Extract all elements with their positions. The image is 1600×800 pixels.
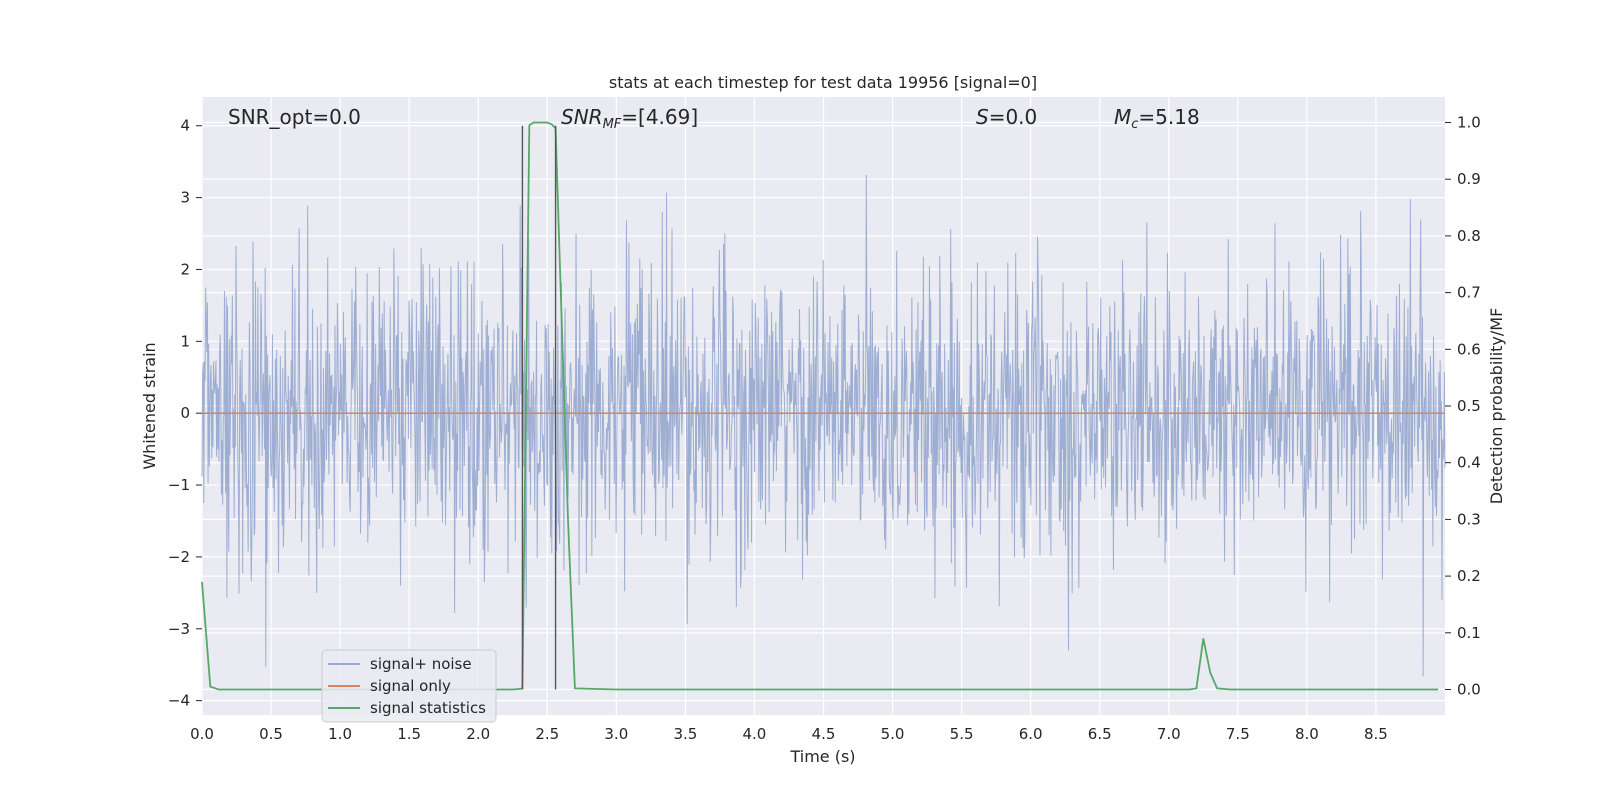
y-right-tick-label: 0.3: [1457, 510, 1481, 528]
x-tick-label: 2.0: [466, 725, 490, 743]
x-tick-label: 2.5: [535, 725, 559, 743]
x-tick-label: 1.0: [328, 725, 352, 743]
legend-box: [321, 649, 497, 723]
noise-series-layer: [201, 175, 1446, 677]
y-right-tick-label: 0.0: [1457, 680, 1481, 698]
x-tick-label: 6.0: [1019, 725, 1043, 743]
legend-label-signal-statistics: signal statistics: [370, 699, 486, 717]
x-tick-label: 5.5: [950, 725, 974, 743]
x-tick-label: 7.0: [1157, 725, 1181, 743]
y-tick-label: 1: [180, 332, 190, 350]
vertical-markers-layer: [521, 125, 557, 690]
y-right-tick-label: 0.6: [1457, 340, 1481, 358]
y-tick-label: 3: [180, 189, 190, 207]
y-tick-label: −2: [168, 548, 190, 566]
y-right-tick-label: 0.1: [1457, 624, 1481, 642]
y-right-tick-label: 0.8: [1457, 227, 1481, 245]
y-tick-label: −3: [168, 620, 190, 638]
annotation-snr-mf: SNRMF=[4.69]: [561, 105, 698, 132]
y-right-tick-label: 0.7: [1457, 284, 1481, 302]
legend: signal+ noise signal only signal statist…: [321, 649, 497, 723]
x-tick-label: 0.0: [190, 725, 214, 743]
x-tick-label: 4.0: [743, 725, 767, 743]
x-tick-label: 7.5: [1226, 725, 1250, 743]
x-axis-label: Time (s): [789, 747, 855, 766]
tick-labels-layer: 0.0 0.5 1.0 1.5 2.0 2.5 3.0 3.5 4.0 4.5 5.0 5.5 6.0 6…: [168, 114, 1481, 743]
x-tick-label: 8.0: [1295, 725, 1319, 743]
annotation-snr-opt: SNR_opt=0.0: [228, 105, 361, 129]
legend-label-signal-only: signal only: [370, 677, 451, 695]
y-tick-label: −1: [168, 476, 190, 494]
chart-title: stats at each timestep for test data 199…: [609, 73, 1037, 92]
legend-label-signal-noise: signal+ noise: [370, 655, 472, 673]
x-tick-label: 8.5: [1364, 725, 1388, 743]
x-tick-label: 5.0: [881, 725, 905, 743]
y-axis-right-label: Detection probability/MF: [1487, 308, 1506, 505]
x-tick-label: 1.5: [397, 725, 421, 743]
y-tick-label: 0: [180, 404, 190, 422]
x-tick-label: 6.5: [1088, 725, 1112, 743]
y-right-tick-label: 0.2: [1457, 567, 1481, 585]
y-axis-label: Whitened strain: [140, 342, 159, 469]
annotation-s: S=0.0: [976, 105, 1037, 129]
y-right-tick-label: 0.9: [1457, 170, 1481, 188]
y-right-tick-label: 0.4: [1457, 454, 1481, 472]
x-tick-label: 3.0: [604, 725, 628, 743]
y-tick-label: −4: [168, 692, 190, 710]
y-tick-label: 4: [180, 117, 190, 135]
x-tick-label: 0.5: [259, 725, 283, 743]
y-right-tick-label: 1.0: [1457, 114, 1481, 132]
y-right-tick-label: 0.5: [1457, 397, 1481, 415]
x-tick-label: 4.5: [812, 725, 836, 743]
x-tick-label: 3.5: [673, 725, 697, 743]
annotation-mc: Mc=5.18: [1114, 105, 1200, 132]
series-signal-noise-line: [201, 175, 1446, 677]
y-tick-label: 2: [180, 260, 190, 278]
